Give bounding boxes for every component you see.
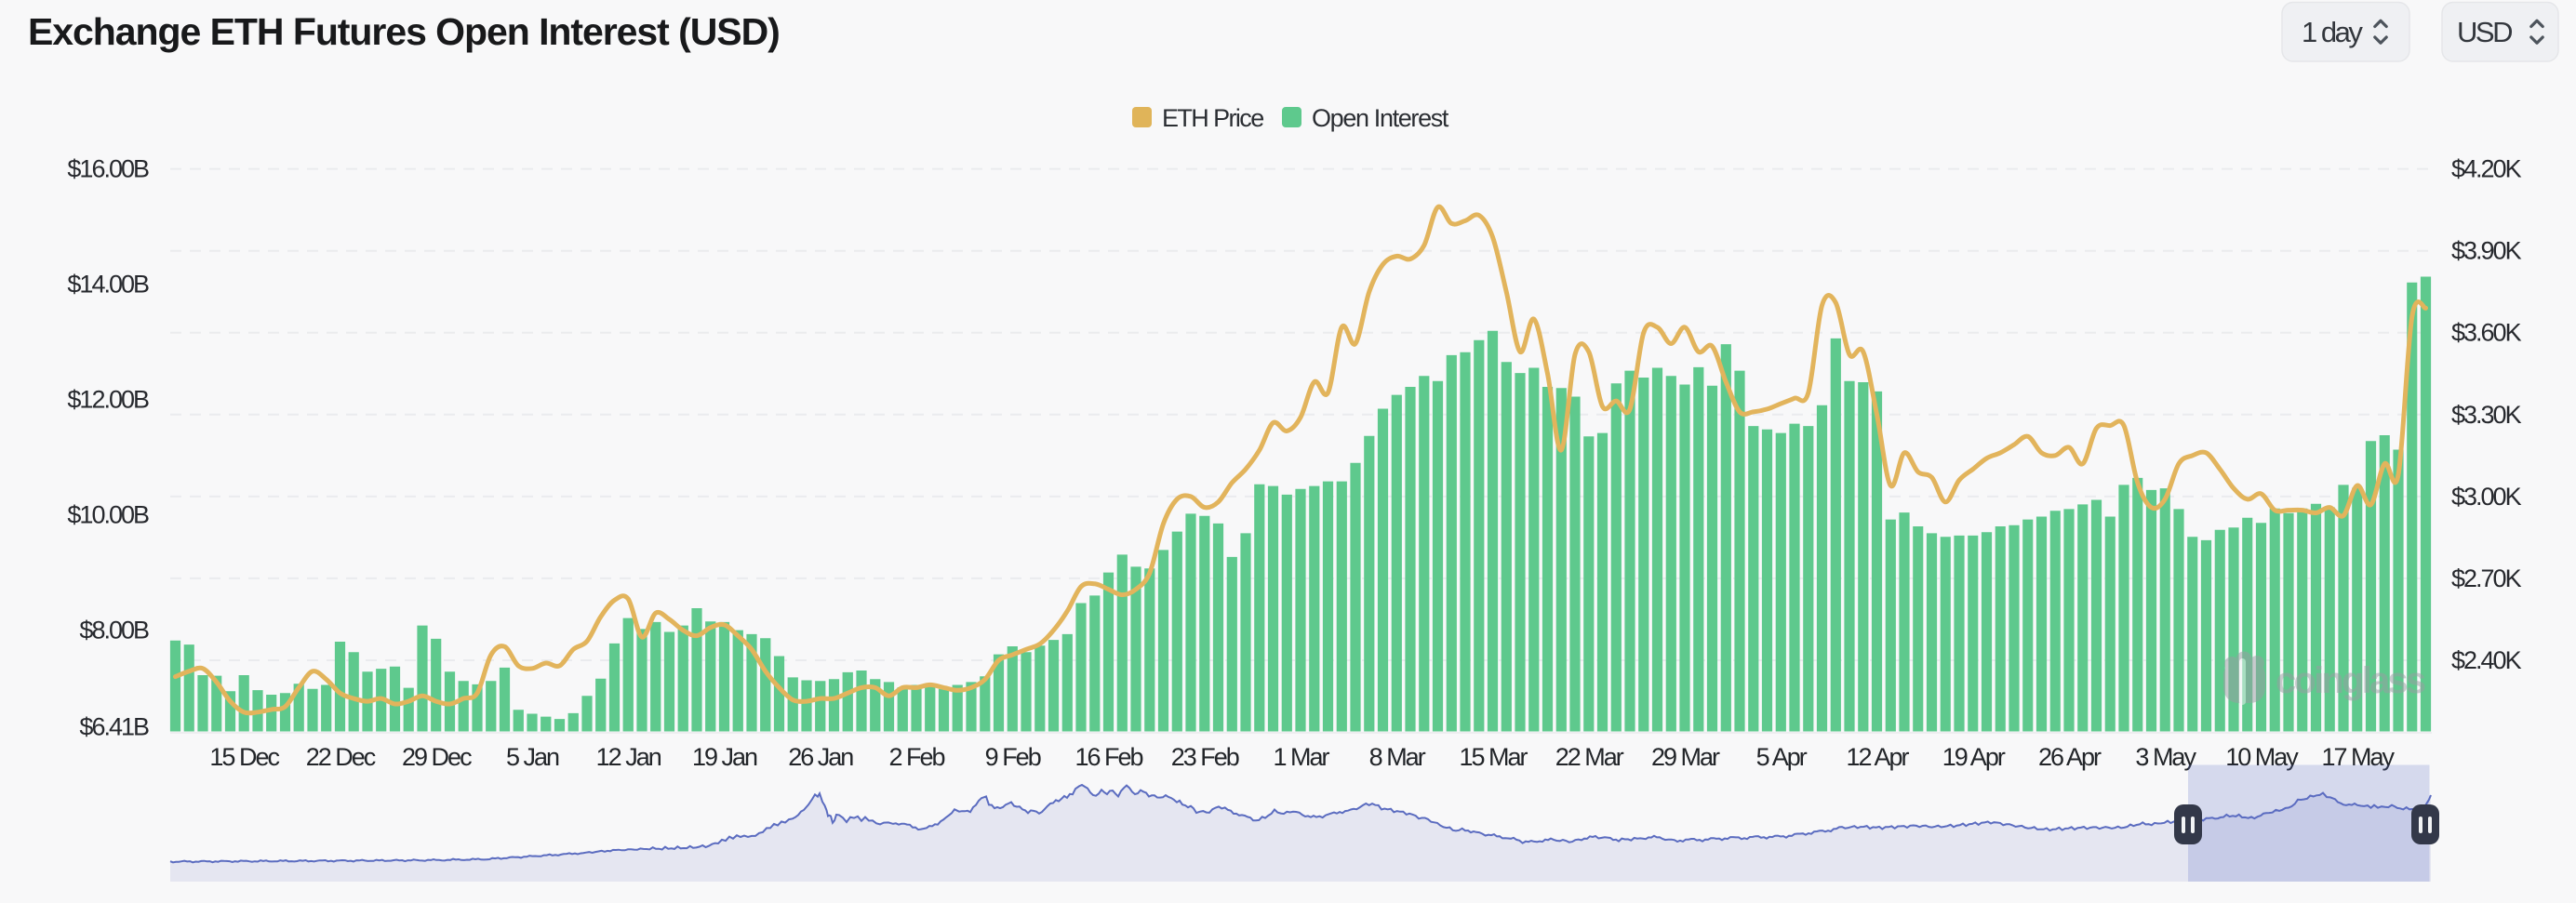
svg-text:5 Apr: 5 Apr: [1756, 743, 1808, 771]
svg-text:2 Feb: 2 Feb: [888, 743, 944, 771]
svg-text:5 Jan: 5 Jan: [506, 743, 559, 771]
svg-text:9 Feb: 9 Feb: [985, 743, 1041, 771]
svg-text:1 day: 1 day: [2302, 16, 2363, 48]
svg-text:29 Dec: 29 Dec: [402, 743, 472, 771]
svg-text:$2.70K: $2.70K: [2451, 564, 2522, 592]
svg-text:$3.30K: $3.30K: [2451, 401, 2522, 429]
svg-text:1 Mar: 1 Mar: [1273, 743, 1329, 771]
svg-text:$4.20K: $4.20K: [2451, 155, 2522, 183]
svg-text:3 May: 3 May: [2135, 743, 2196, 771]
svg-text:22 Mar: 22 Mar: [1555, 743, 1624, 771]
svg-text:Exchange ETH Futures Open Inte: Exchange ETH Futures Open Interest (USD): [28, 10, 780, 53]
svg-text:26 Jan: 26 Jan: [788, 743, 853, 771]
svg-text:ETH Price: ETH Price: [1162, 104, 1263, 132]
svg-text:$10.00B: $10.00B: [67, 501, 149, 529]
svg-text:$14.00B: $14.00B: [67, 271, 149, 299]
svg-text:$8.00B: $8.00B: [79, 617, 149, 644]
svg-text:26 Apr: 26 Apr: [2038, 743, 2102, 771]
svg-text:$3.00K: $3.00K: [2451, 483, 2522, 511]
svg-text:15 Mar: 15 Mar: [1459, 743, 1528, 771]
svg-text:$12.00B: $12.00B: [67, 386, 149, 414]
svg-text:17 May: 17 May: [2322, 743, 2396, 771]
svg-text:19 Apr: 19 Apr: [1942, 743, 2006, 771]
svg-text:USD: USD: [2457, 16, 2512, 48]
svg-text:coinglass: coinglass: [2276, 660, 2425, 701]
svg-text:10 May: 10 May: [2225, 743, 2299, 771]
svg-text:Open Interest: Open Interest: [1312, 104, 1449, 132]
svg-text:$16.00B: $16.00B: [67, 155, 149, 183]
svg-text:$3.90K: $3.90K: [2451, 237, 2522, 265]
svg-text:$2.40K: $2.40K: [2451, 646, 2522, 674]
svg-text:23 Feb: 23 Feb: [1171, 743, 1239, 771]
svg-text:12 Apr: 12 Apr: [1846, 743, 1909, 771]
svg-text:19 Jan: 19 Jan: [692, 743, 757, 771]
svg-text:$3.60K: $3.60K: [2451, 319, 2522, 347]
svg-text:15 Dec: 15 Dec: [209, 743, 279, 771]
svg-text:29 Mar: 29 Mar: [1651, 743, 1720, 771]
svg-text:12 Jan: 12 Jan: [596, 743, 661, 771]
svg-text:8 Mar: 8 Mar: [1369, 743, 1426, 771]
svg-text:22 Dec: 22 Dec: [306, 743, 376, 771]
svg-text:$6.41B: $6.41B: [79, 713, 149, 741]
svg-text:16 Feb: 16 Feb: [1074, 743, 1142, 771]
